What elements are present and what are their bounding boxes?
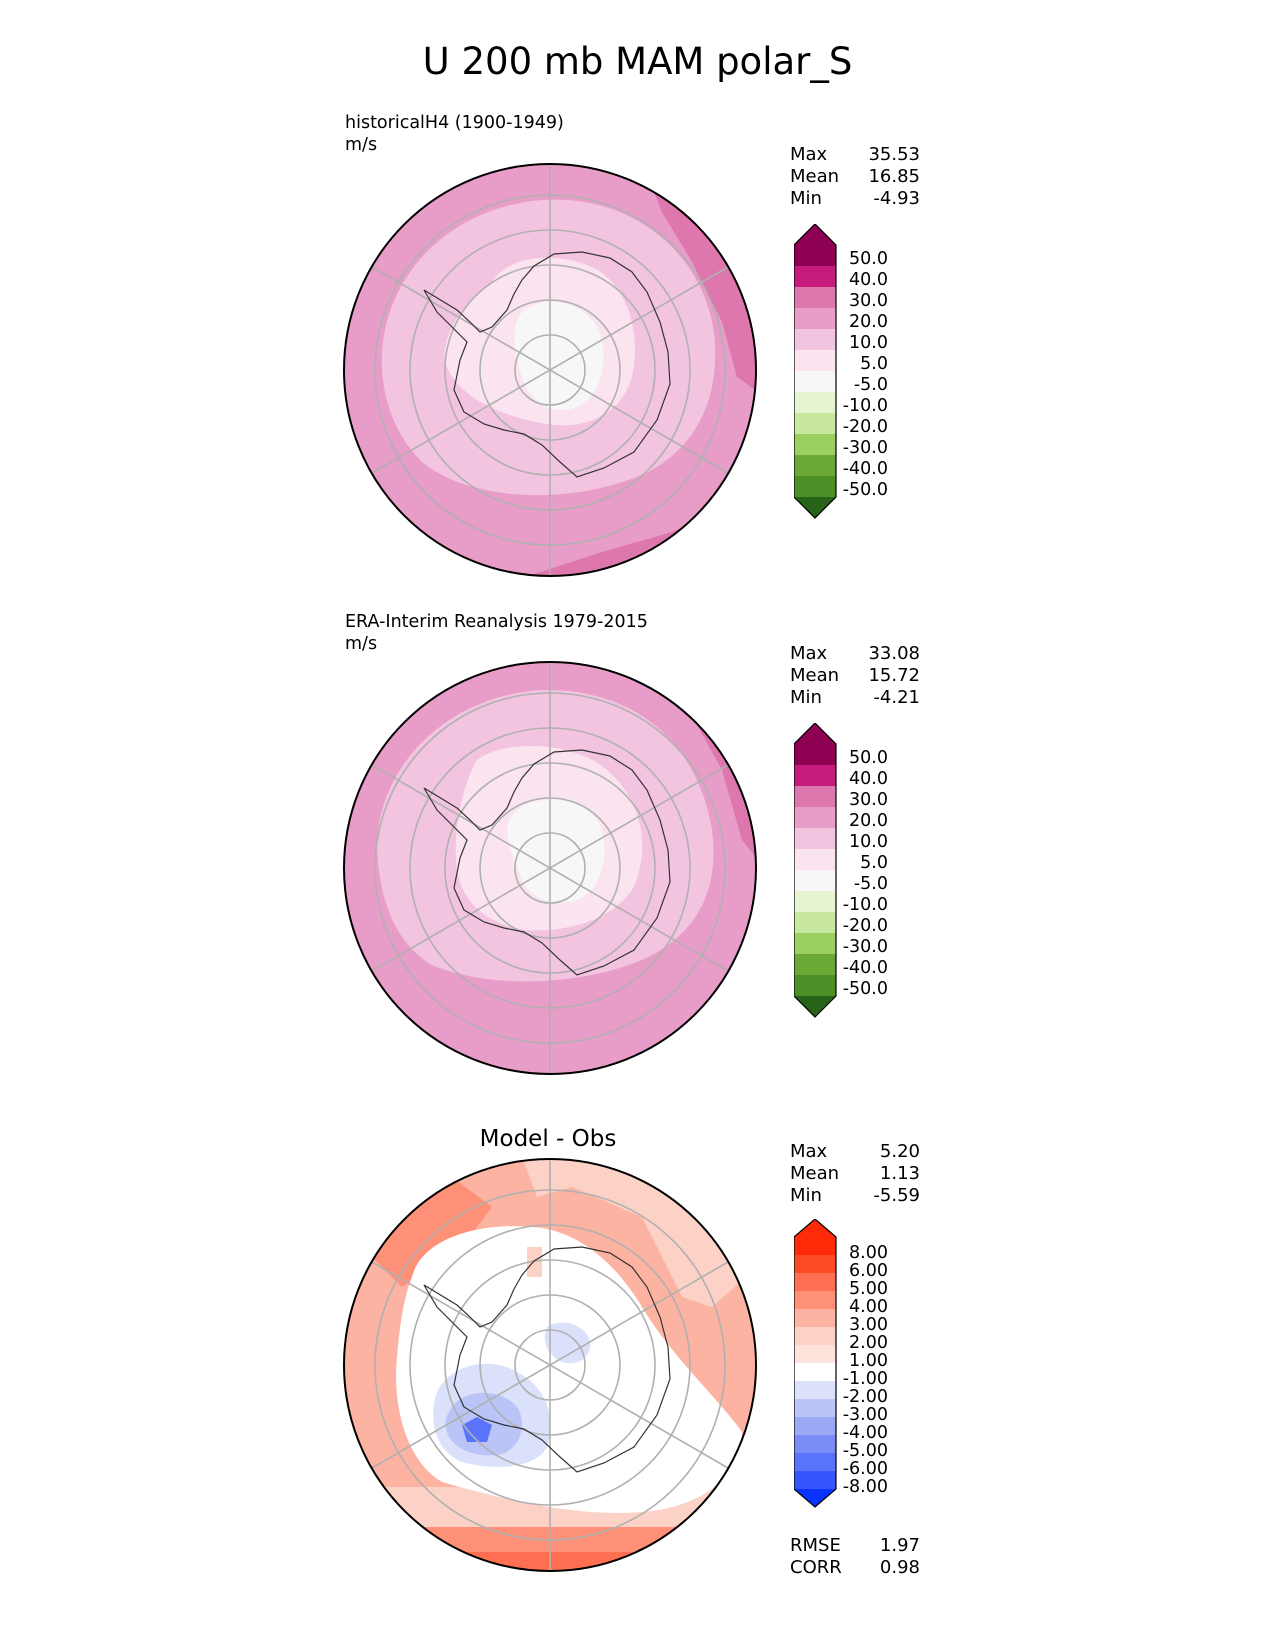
- stat-mean-value: 1.13: [879, 1163, 920, 1184]
- colorbar-extend-min: [794, 497, 836, 518]
- colorbar-tick: 5.0: [860, 354, 888, 374]
- map-fill-neg1-neg2-pole: [544, 1322, 591, 1364]
- map-border: [343, 661, 757, 1075]
- colorbar-extend-max: [794, 723, 836, 744]
- colorbar-tick: -5.00: [842, 1441, 888, 1461]
- colorbar-tick: -1.00: [842, 1369, 888, 1389]
- colorbar-tick: -30.0: [842, 438, 888, 458]
- stat-max-value: 35.53: [868, 144, 920, 165]
- stat-mean-label: Mean: [790, 166, 840, 187]
- colorbar-tick: 6.00: [849, 1261, 888, 1281]
- colorbar-tick: 20.0: [849, 811, 888, 831]
- colorbar-extend-max: [794, 224, 836, 245]
- stat-min-label: Min: [790, 1185, 822, 1206]
- panel-test-colorbar: [794, 224, 837, 519]
- metric-corr-label: CORR: [790, 1557, 842, 1578]
- colorbar-tick: -2.00: [842, 1387, 888, 1407]
- antarctica-coastline: [423, 1246, 671, 1473]
- panel-test-label: historicalH4 (1900-1949): [345, 113, 564, 133]
- colorbar-tick: 8.00: [849, 1243, 888, 1263]
- metric-rmse-value: 1.97: [879, 1535, 920, 1556]
- colorbar-tick: 30.0: [849, 790, 888, 810]
- panel-test-colorbar-ticks: 50.0 40.0 30.0 20.0 10.0 5.0 -5.0 -10.0 …: [818, 249, 888, 499]
- stat-mean-value: 16.85: [868, 166, 920, 187]
- map-fill-near-zero: [514, 301, 604, 411]
- map-border: [343, 1158, 757, 1572]
- colorbar-tick: -50.0: [842, 480, 888, 500]
- panel-diff-map: [343, 1158, 757, 1572]
- colorbar-tick: -8.00: [842, 1477, 888, 1497]
- colorbar-tick: 10.0: [849, 333, 888, 353]
- colorbar-tick: -10.0: [842, 895, 888, 915]
- colorbar-tick: -5.0: [853, 375, 888, 395]
- colorbar-extend-min: [794, 996, 836, 1017]
- colorbar-tick: -5.0: [853, 874, 888, 894]
- stat-mean-label: Mean: [790, 665, 840, 686]
- antarctica-coastline: [423, 749, 671, 976]
- panel-ref-units: m/s: [345, 634, 378, 654]
- map-border: [343, 163, 757, 577]
- panel-diff-metrics: RMSE 1.97 CORR 0.98: [790, 1535, 920, 1579]
- colorbar-tick: 50.0: [849, 249, 888, 269]
- colorbar-tick: -6.00: [842, 1459, 888, 1479]
- panel-test-map: [343, 163, 757, 577]
- colorbar-tick: -20.0: [842, 417, 888, 437]
- stat-max-label: Max: [790, 643, 828, 664]
- map-fill-neg5-neg6: [462, 1417, 492, 1442]
- colorbar-tick: 40.0: [849, 769, 888, 789]
- colorbar-tick: -40.0: [842, 958, 888, 978]
- figure-title: U 200 mb MAM polar_S: [422, 40, 853, 83]
- stat-min-value: -4.93: [873, 188, 920, 209]
- colorbar-extend-min: [794, 1489, 836, 1507]
- panel-ref-map: [343, 661, 757, 1075]
- colorbar-tick: 1.00: [849, 1351, 888, 1371]
- panel-diff-title: Model - Obs: [479, 1126, 617, 1152]
- map-fill-near-zero: [507, 799, 605, 903]
- colorbar-extend-max: [794, 1219, 836, 1237]
- stat-min-label: Min: [790, 188, 822, 209]
- colorbar-tick: 5.0: [860, 853, 888, 873]
- colorbar-tick: 3.00: [849, 1315, 888, 1335]
- stat-mean-value: 15.72: [868, 665, 920, 686]
- colorbar-tick: -3.00: [842, 1405, 888, 1425]
- colorbar-tick: 10.0: [849, 832, 888, 852]
- colorbar-tick: -30.0: [842, 937, 888, 957]
- colorbar-tick: 30.0: [849, 291, 888, 311]
- stat-mean-label: Mean: [790, 1163, 840, 1184]
- map-fill-1-2-pole: [527, 1247, 542, 1277]
- metric-rmse-label: RMSE: [790, 1535, 841, 1556]
- colorbar-tick: 4.00: [849, 1297, 888, 1317]
- panel-ref-label: ERA-Interim Reanalysis 1979-2015: [345, 612, 648, 632]
- colorbar-tick: -4.00: [842, 1423, 888, 1443]
- panel-ref-stats: Max 33.08 Mean 15.72 Min -4.21: [790, 643, 920, 709]
- stat-max-label: Max: [790, 144, 828, 165]
- stat-min-value: -5.59: [873, 1185, 920, 1206]
- colorbar-tick: -50.0: [842, 979, 888, 999]
- metric-corr-value: 0.98: [879, 1557, 920, 1578]
- colorbar-tick: 40.0: [849, 270, 888, 290]
- panel-ref-colorbar: [794, 723, 837, 1018]
- panel-test-units: m/s: [345, 135, 378, 155]
- panel-ref-colorbar-ticks: 50.0 40.0 30.0 20.0 10.0 5.0 -5.0 -10.0 …: [818, 748, 888, 998]
- panel-diff-colorbar: [794, 1219, 837, 1508]
- stat-min-label: Min: [790, 687, 822, 708]
- panel-diff-colorbar-ticks: 8.00 6.00 5.00 4.00 3.00 2.00 1.00 -1.00…: [818, 1244, 888, 1504]
- stat-min-value: -4.21: [873, 687, 920, 708]
- antarctica-coastline: [423, 251, 671, 478]
- colorbar-tick: 2.00: [849, 1333, 888, 1353]
- colorbar-tick: -20.0: [842, 916, 888, 936]
- map-graticule: [371, 662, 729, 1074]
- stat-max-value: 33.08: [868, 643, 920, 664]
- stat-max-label: Max: [790, 1141, 828, 1162]
- panel-diff-stats: Max 5.20 Mean 1.13 Min -5.59: [790, 1141, 920, 1207]
- colorbar-tick: -10.0: [842, 396, 888, 416]
- colorbar-tick: 50.0: [849, 748, 888, 768]
- colorbar-tick: 5.00: [849, 1279, 888, 1299]
- panel-test-stats: Max 35.53 Mean 16.85 Min -4.93: [790, 144, 920, 210]
- stat-max-value: 5.20: [879, 1141, 920, 1162]
- colorbar-tick: 20.0: [849, 312, 888, 332]
- colorbar-tick: -40.0: [842, 459, 888, 479]
